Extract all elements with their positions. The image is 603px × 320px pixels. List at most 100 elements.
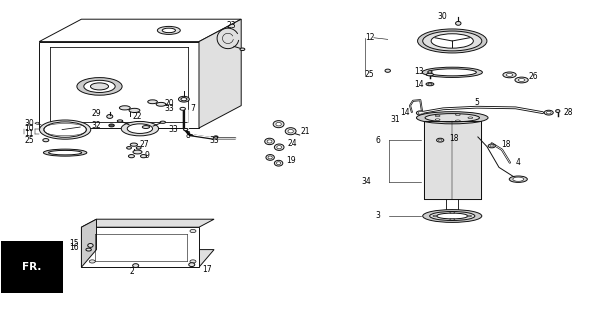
Text: 11: 11	[24, 129, 34, 138]
Ellipse shape	[426, 83, 434, 86]
Ellipse shape	[423, 31, 482, 51]
Polygon shape	[39, 42, 199, 128]
Ellipse shape	[88, 244, 93, 247]
Ellipse shape	[117, 120, 123, 122]
Ellipse shape	[429, 212, 475, 220]
Text: 17: 17	[202, 265, 212, 274]
Text: 7: 7	[191, 104, 195, 113]
Text: 23: 23	[226, 21, 236, 30]
Ellipse shape	[133, 264, 139, 268]
Ellipse shape	[181, 98, 187, 101]
Ellipse shape	[90, 83, 109, 90]
Polygon shape	[81, 219, 214, 227]
Text: 33: 33	[168, 125, 178, 134]
Text: 10: 10	[24, 124, 34, 133]
Ellipse shape	[437, 138, 444, 142]
Text: 21: 21	[300, 127, 310, 136]
Ellipse shape	[240, 48, 245, 51]
Text: 19: 19	[286, 156, 296, 165]
Ellipse shape	[133, 150, 142, 154]
Ellipse shape	[425, 114, 479, 122]
Ellipse shape	[162, 28, 175, 33]
Ellipse shape	[438, 139, 442, 141]
Ellipse shape	[183, 129, 188, 131]
Ellipse shape	[503, 72, 516, 78]
Text: 24: 24	[288, 140, 297, 148]
Ellipse shape	[121, 122, 159, 136]
Text: 26: 26	[529, 72, 538, 81]
Text: 6: 6	[375, 136, 380, 145]
Text: 33: 33	[164, 104, 174, 113]
Text: 22: 22	[133, 112, 142, 121]
Ellipse shape	[428, 83, 432, 85]
Ellipse shape	[266, 155, 274, 160]
Ellipse shape	[418, 112, 422, 114]
Text: 3: 3	[375, 212, 380, 220]
Ellipse shape	[36, 122, 39, 124]
Ellipse shape	[515, 77, 528, 83]
Text: 15: 15	[69, 239, 78, 248]
Ellipse shape	[513, 177, 523, 181]
Ellipse shape	[274, 144, 284, 150]
Ellipse shape	[450, 218, 455, 220]
Ellipse shape	[127, 147, 131, 149]
Ellipse shape	[267, 140, 272, 143]
Ellipse shape	[450, 212, 455, 214]
Ellipse shape	[437, 213, 468, 219]
Ellipse shape	[156, 102, 166, 106]
Ellipse shape	[265, 138, 274, 145]
Ellipse shape	[433, 215, 438, 217]
Ellipse shape	[288, 130, 294, 133]
Ellipse shape	[128, 155, 134, 158]
Ellipse shape	[190, 260, 196, 263]
Ellipse shape	[455, 120, 460, 122]
Ellipse shape	[180, 107, 186, 110]
Ellipse shape	[519, 78, 525, 81]
Ellipse shape	[190, 229, 196, 233]
Ellipse shape	[506, 73, 513, 76]
Ellipse shape	[546, 111, 551, 114]
Ellipse shape	[385, 69, 391, 72]
Ellipse shape	[417, 112, 488, 124]
Ellipse shape	[426, 73, 434, 76]
Text: 4: 4	[516, 158, 521, 167]
Ellipse shape	[456, 21, 461, 25]
Ellipse shape	[142, 126, 150, 129]
Text: 2: 2	[129, 267, 134, 276]
Ellipse shape	[157, 26, 180, 34]
Polygon shape	[199, 19, 241, 128]
Ellipse shape	[431, 34, 473, 48]
Text: 20: 20	[164, 99, 174, 108]
Ellipse shape	[89, 260, 95, 263]
Ellipse shape	[276, 122, 281, 126]
Ellipse shape	[417, 29, 487, 53]
Ellipse shape	[130, 143, 137, 146]
Polygon shape	[81, 227, 199, 267]
Text: 29: 29	[92, 109, 101, 118]
Text: 30: 30	[24, 119, 34, 128]
Ellipse shape	[277, 146, 282, 149]
Ellipse shape	[467, 215, 472, 217]
Polygon shape	[81, 250, 214, 267]
Ellipse shape	[490, 145, 494, 147]
Text: 9: 9	[145, 151, 150, 160]
Text: 32: 32	[92, 121, 101, 130]
Ellipse shape	[544, 110, 554, 115]
Ellipse shape	[213, 136, 218, 138]
Ellipse shape	[435, 115, 440, 117]
Text: 33: 33	[209, 136, 219, 145]
Ellipse shape	[178, 96, 189, 102]
Ellipse shape	[455, 114, 460, 116]
Ellipse shape	[285, 128, 296, 135]
Ellipse shape	[416, 111, 425, 115]
Text: 5: 5	[474, 98, 479, 107]
Ellipse shape	[148, 100, 157, 104]
Ellipse shape	[422, 67, 482, 77]
Text: 18: 18	[449, 134, 459, 143]
Text: 34: 34	[361, 177, 371, 186]
Ellipse shape	[119, 106, 130, 110]
Text: 28: 28	[564, 108, 573, 117]
Ellipse shape	[488, 144, 496, 148]
Ellipse shape	[109, 124, 115, 127]
Ellipse shape	[468, 117, 473, 118]
